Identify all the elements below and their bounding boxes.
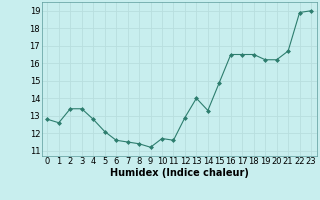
X-axis label: Humidex (Indice chaleur): Humidex (Indice chaleur) <box>110 168 249 178</box>
